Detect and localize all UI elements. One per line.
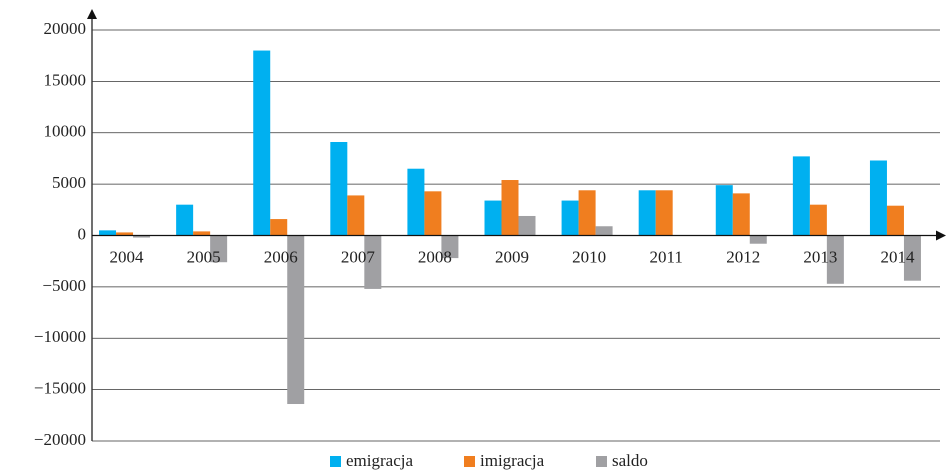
x-tick-label: 2004 <box>110 247 145 266</box>
bar <box>809 204 827 236</box>
x-axis-arrow <box>936 230 946 241</box>
bar <box>749 235 767 244</box>
bar <box>826 235 844 284</box>
bar <box>501 180 519 236</box>
x-tick-label: 2009 <box>495 247 529 266</box>
bar <box>330 141 348 236</box>
bar <box>732 193 750 236</box>
y-tick-label: −10000 <box>34 327 86 346</box>
bar <box>903 235 921 281</box>
y-tick-label: 20000 <box>44 19 87 38</box>
x-tick-label: 2008 <box>418 247 452 266</box>
bar <box>886 205 904 236</box>
y-tick-label: 15000 <box>44 70 87 89</box>
x-tick-label: 2005 <box>187 247 221 266</box>
legend-swatch <box>330 456 341 467</box>
bar <box>364 235 382 289</box>
legend-label: emigracja <box>346 451 413 470</box>
bar <box>116 232 134 236</box>
bar <box>133 235 151 238</box>
bar <box>869 160 887 236</box>
bar <box>595 226 613 236</box>
bar <box>518 215 536 236</box>
bar <box>638 190 656 236</box>
bar <box>561 200 579 236</box>
legend-label: saldo <box>612 451 648 470</box>
y-axis-arrow <box>87 9 97 19</box>
bar <box>270 219 288 236</box>
bar <box>715 185 733 236</box>
bar <box>578 190 596 236</box>
legend-swatch <box>596 456 607 467</box>
x-tick-label: 2013 <box>803 247 837 266</box>
x-tick-label: 2012 <box>726 247 760 266</box>
bar <box>655 190 673 236</box>
legend-label: imigracja <box>480 451 545 470</box>
y-tick-label: 0 <box>78 224 87 243</box>
x-tick-label: 2010 <box>572 247 606 266</box>
bar <box>347 195 365 236</box>
bar <box>407 168 425 236</box>
bar <box>287 235 305 405</box>
bar <box>441 235 459 259</box>
x-tick-label: 2011 <box>649 247 682 266</box>
bar <box>193 231 211 236</box>
bar <box>253 50 271 236</box>
y-tick-label: −20000 <box>34 430 86 449</box>
bar <box>210 235 228 263</box>
bar <box>99 230 117 236</box>
bar <box>484 200 502 236</box>
y-tick-label: −5000 <box>42 276 86 295</box>
y-tick-label: 10000 <box>44 122 87 141</box>
y-tick-label: −15000 <box>34 379 86 398</box>
x-tick-label: 2014 <box>880 247 915 266</box>
x-tick-label: 2006 <box>264 247 298 266</box>
bar <box>424 191 442 236</box>
x-tick-label: 2007 <box>341 247 376 266</box>
y-tick-label: 5000 <box>52 173 86 192</box>
legend-swatch <box>464 456 475 467</box>
bar <box>176 204 194 236</box>
bar <box>792 156 810 236</box>
